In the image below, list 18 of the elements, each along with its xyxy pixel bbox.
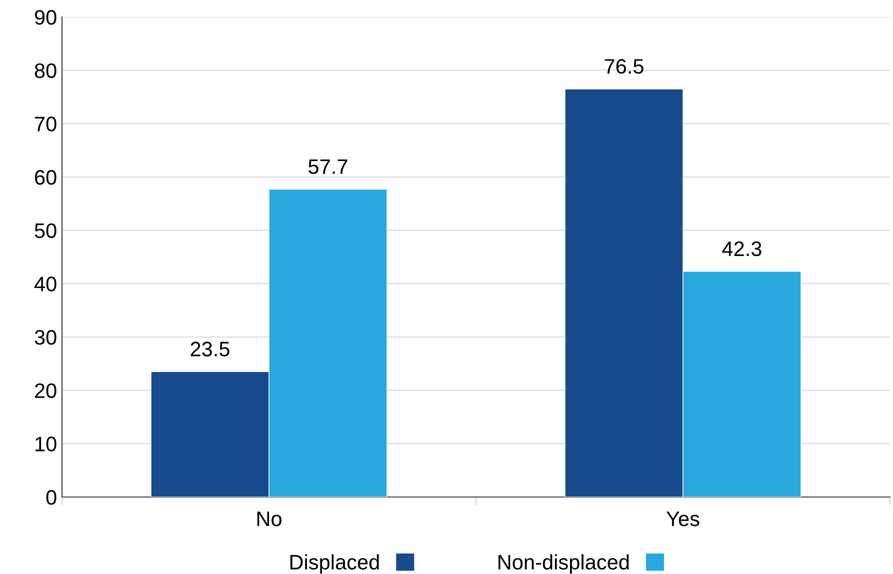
y-tick-label: 50 [34, 223, 56, 238]
legend-label: Non-displaced [498, 554, 629, 574]
y-tick-label: 0 [46, 490, 56, 505]
legend-label: Displaced [290, 554, 379, 574]
x-tick-label: Yes [666, 512, 700, 526]
y-tick-label: 80 [34, 63, 56, 78]
y-tick-label: 20 [35, 383, 56, 398]
data-label: 42.3 [722, 241, 762, 256]
y-tick-label: 30 [34, 330, 56, 345]
y-tick-label: 70 [35, 116, 56, 132]
x-tick-label: No [257, 512, 282, 526]
y-tick-label: 90 [34, 10, 56, 25]
y-tick-label: 10 [36, 436, 56, 452]
data-label: 76.5 [604, 59, 644, 74]
data-label: 23.5 [190, 342, 230, 356]
y-tick-label: 60 [35, 170, 56, 185]
y-tick-label: 40 [34, 276, 56, 292]
data-label: 57.7 [308, 160, 348, 174]
